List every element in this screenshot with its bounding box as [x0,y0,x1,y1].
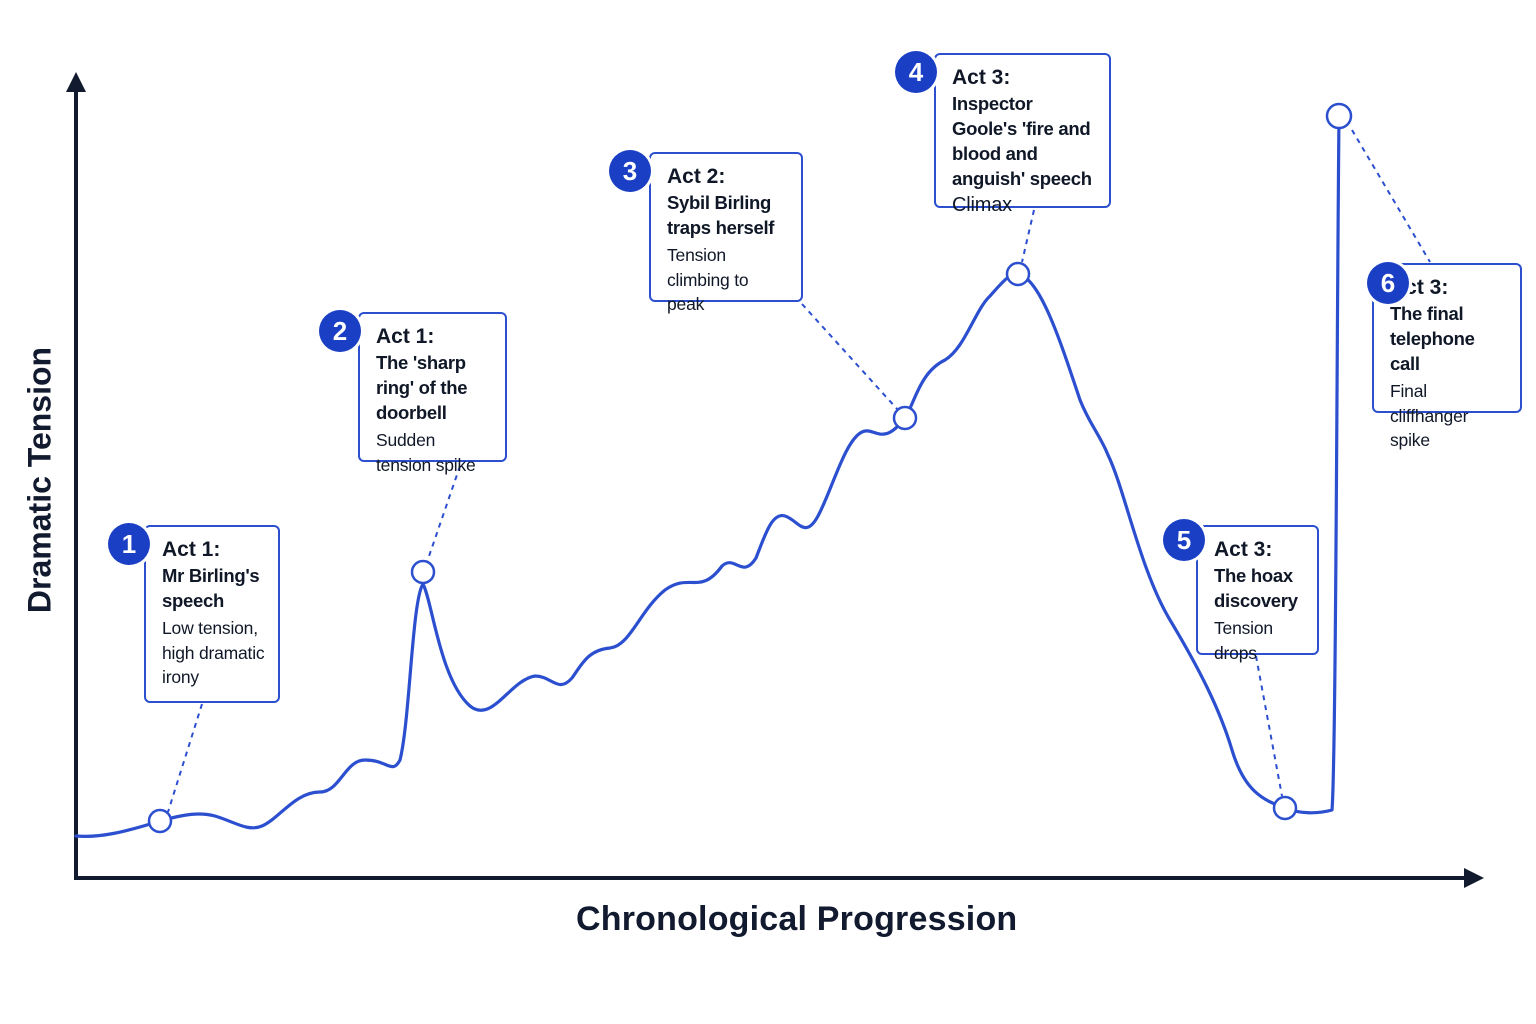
leader-line-6 [1351,129,1431,263]
badge-1: 1 [108,523,150,565]
card-scene: Inspector Goole's 'fire and blood and an… [952,93,1092,189]
annotation-card-1: Act 1: Mr Birling's speech Low tension, … [144,525,280,703]
badge-6: 6 [1367,262,1409,304]
card-act: Act 2: [667,165,726,188]
card-note: Tension climbing to peak [667,245,749,314]
x-axis-title: Chronological Progression [576,900,1018,938]
card-scene: Sybil Birling traps herself [667,192,775,238]
card-note: Low tension, high dramatic irony [162,618,265,687]
y-axis-arrow-icon [66,72,86,92]
card-note: Sudden tension spike [376,430,476,475]
leader-line-5 [1255,655,1283,797]
badge-5: 5 [1163,519,1205,561]
x-axis-arrow-icon [1464,868,1484,888]
point-2 [410,559,436,585]
point-5 [1272,795,1298,821]
badge-2: 2 [319,310,361,352]
leader-line-2 [426,465,461,563]
card-note: Tension drops [1214,618,1273,663]
card-act: Act 3: [952,66,1011,89]
point-6 [1325,102,1353,130]
card-note: Final cliffhanger spike [1390,381,1469,450]
card-act: Act 1: [162,538,221,561]
tension-curve [74,114,1341,838]
point-4 [1005,261,1031,287]
point-1 [147,808,173,834]
card-scene: The 'sharp ring' of the doorbell [376,352,468,423]
leader-line-3 [801,303,899,411]
badge-4: 4 [895,51,937,93]
annotation-card-5: Act 3: The hoax discovery Tension drops [1196,525,1319,663]
leader-line-4 [1021,209,1035,263]
card-scene: Mr Birling's speech [162,565,260,611]
card-act: Act 1: [376,325,435,348]
annotation-card-4: Act 3: Inspector Goole's 'fire and blood… [934,53,1111,216]
card-scene: The final telephone call [1390,303,1475,374]
point-3 [892,405,918,431]
leader-line-1 [167,703,203,813]
card-scene: The hoax discovery [1214,565,1298,611]
card-act: Act 3: [1214,538,1273,561]
annotation-card-3: Act 2: Sybil Birling traps herself Tensi… [649,152,803,314]
y-axis-title: Dramatic Tension [21,346,58,614]
badge-3: 3 [609,150,651,192]
annotation-card-2: Act 1: The 'sharp ring' of the doorbell … [358,312,507,475]
card-note: Climax [952,194,1012,216]
